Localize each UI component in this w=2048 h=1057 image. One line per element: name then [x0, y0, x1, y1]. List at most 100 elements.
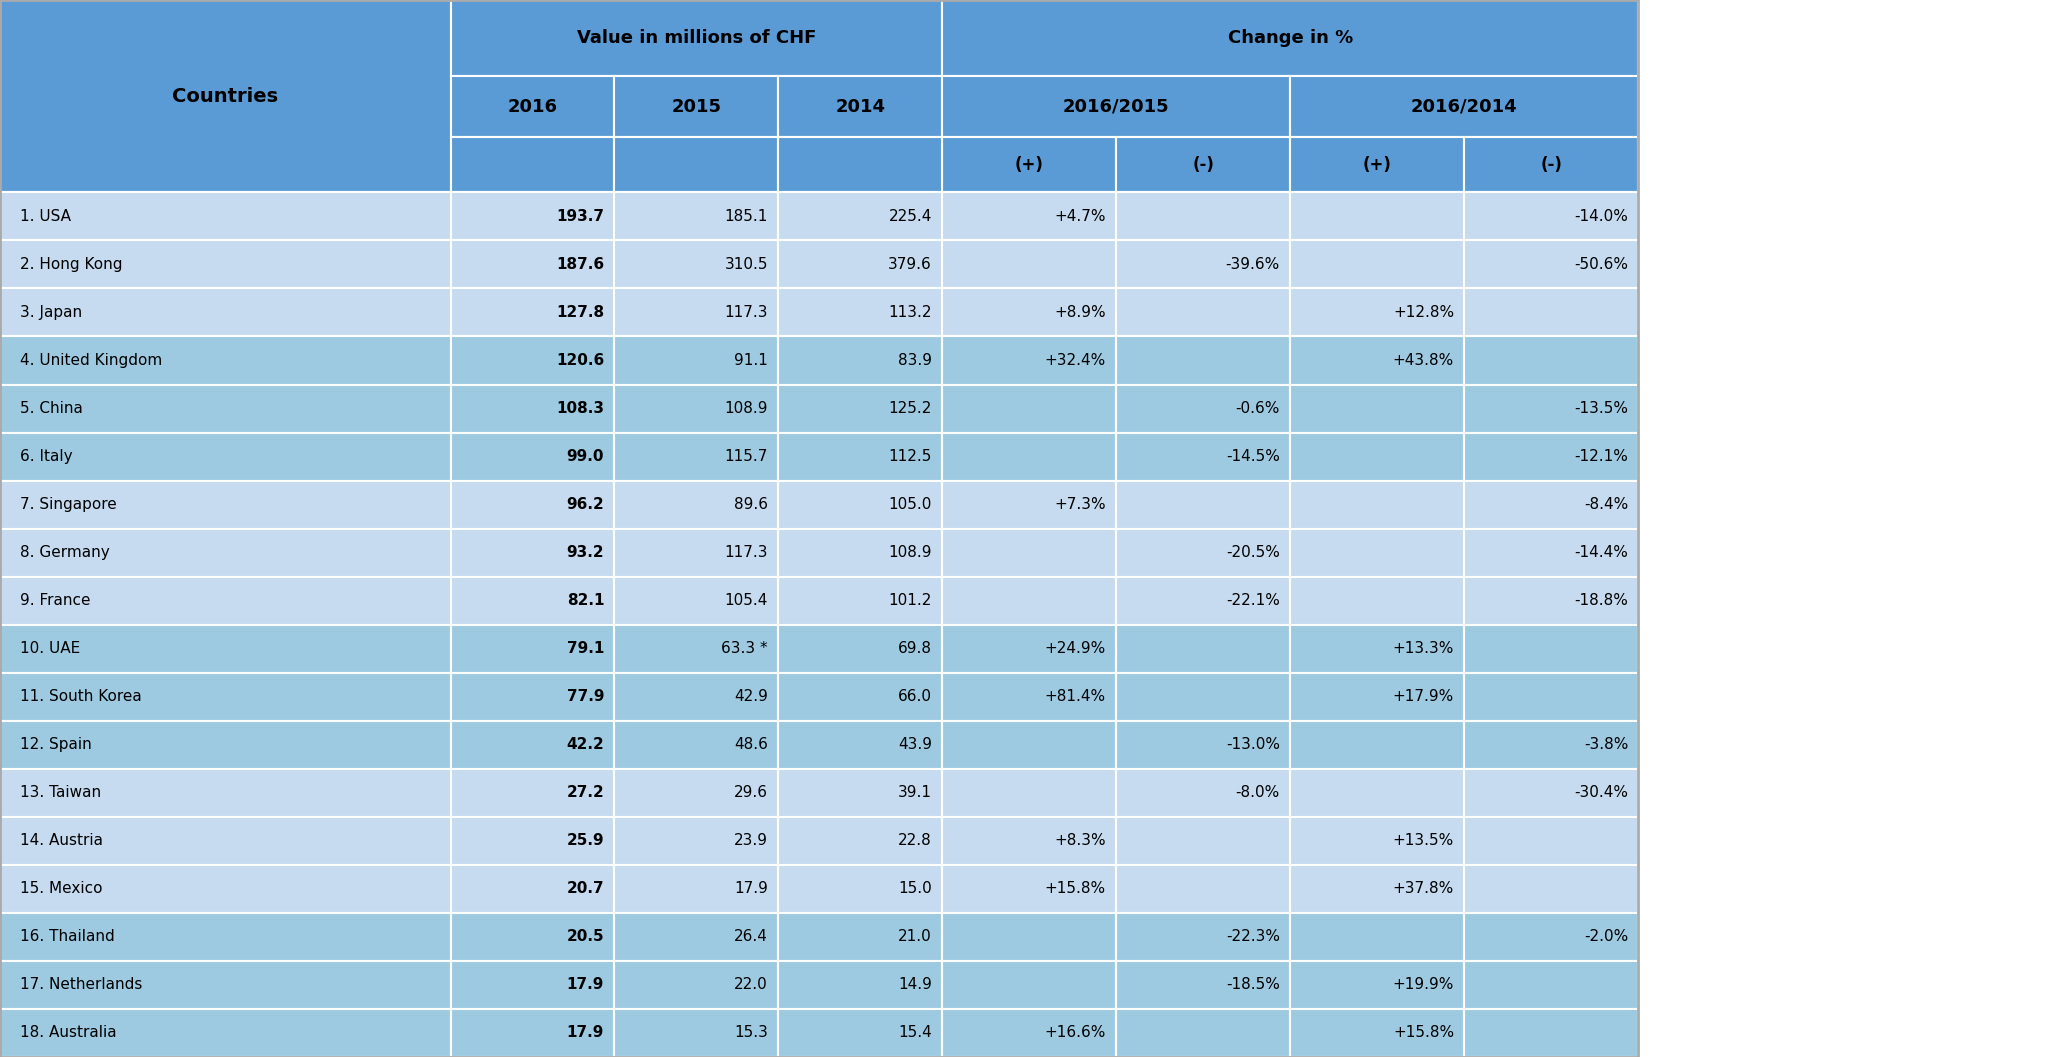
FancyBboxPatch shape: [1116, 817, 1290, 865]
Text: 22.0: 22.0: [735, 978, 768, 993]
FancyBboxPatch shape: [614, 432, 778, 481]
FancyBboxPatch shape: [1290, 192, 1464, 240]
Text: -14.5%: -14.5%: [1227, 449, 1280, 464]
FancyBboxPatch shape: [942, 76, 1290, 137]
FancyBboxPatch shape: [1116, 672, 1290, 721]
FancyBboxPatch shape: [1464, 1009, 1638, 1057]
FancyBboxPatch shape: [778, 76, 942, 137]
Text: -2.0%: -2.0%: [1583, 929, 1628, 944]
FancyBboxPatch shape: [1116, 289, 1290, 336]
FancyBboxPatch shape: [451, 961, 614, 1009]
Text: 10. UAE: 10. UAE: [20, 642, 80, 656]
FancyBboxPatch shape: [1116, 768, 1290, 817]
Text: +12.8%: +12.8%: [1393, 305, 1454, 320]
Text: 77.9: 77.9: [567, 689, 604, 704]
Text: 108.9: 108.9: [725, 401, 768, 416]
FancyBboxPatch shape: [451, 721, 614, 768]
Text: +19.9%: +19.9%: [1393, 978, 1454, 993]
Text: 1. USA: 1. USA: [20, 209, 72, 224]
FancyBboxPatch shape: [942, 240, 1116, 289]
Text: 20.7: 20.7: [567, 882, 604, 896]
Text: 117.3: 117.3: [725, 305, 768, 320]
FancyBboxPatch shape: [614, 721, 778, 768]
FancyBboxPatch shape: [778, 768, 942, 817]
Text: 42.2: 42.2: [567, 738, 604, 753]
Text: 8. Germany: 8. Germany: [20, 545, 111, 560]
FancyBboxPatch shape: [451, 913, 614, 961]
FancyBboxPatch shape: [778, 336, 942, 385]
FancyBboxPatch shape: [778, 625, 942, 672]
Text: 5. China: 5. China: [20, 401, 84, 416]
Text: 120.6: 120.6: [555, 353, 604, 368]
FancyBboxPatch shape: [0, 577, 451, 625]
Text: 193.7: 193.7: [557, 209, 604, 224]
Text: +32.4%: +32.4%: [1044, 353, 1106, 368]
FancyBboxPatch shape: [614, 625, 778, 672]
Text: (+): (+): [1362, 155, 1393, 174]
Text: +4.7%: +4.7%: [1055, 209, 1106, 224]
Text: 91.1: 91.1: [733, 353, 768, 368]
FancyBboxPatch shape: [1116, 240, 1290, 289]
FancyBboxPatch shape: [778, 385, 942, 432]
Text: 4. United Kingdom: 4. United Kingdom: [20, 353, 162, 368]
Text: 25.9: 25.9: [567, 833, 604, 849]
Text: 26.4: 26.4: [733, 929, 768, 944]
Text: 27.2: 27.2: [567, 785, 604, 800]
FancyBboxPatch shape: [942, 289, 1116, 336]
FancyBboxPatch shape: [1116, 336, 1290, 385]
Text: -13.5%: -13.5%: [1575, 401, 1628, 416]
Text: 20.5: 20.5: [567, 929, 604, 944]
FancyBboxPatch shape: [0, 961, 451, 1009]
FancyBboxPatch shape: [614, 672, 778, 721]
Text: -8.4%: -8.4%: [1583, 497, 1628, 512]
Text: +16.6%: +16.6%: [1044, 1025, 1106, 1040]
FancyBboxPatch shape: [1116, 137, 1290, 192]
Text: 22.8: 22.8: [899, 833, 932, 849]
FancyBboxPatch shape: [451, 817, 614, 865]
Text: 48.6: 48.6: [733, 738, 768, 753]
FancyBboxPatch shape: [1464, 577, 1638, 625]
FancyBboxPatch shape: [1290, 137, 1464, 192]
FancyBboxPatch shape: [778, 192, 942, 240]
FancyBboxPatch shape: [451, 240, 614, 289]
Text: 21.0: 21.0: [899, 929, 932, 944]
Text: +81.4%: +81.4%: [1044, 689, 1106, 704]
Text: +13.3%: +13.3%: [1393, 642, 1454, 656]
FancyBboxPatch shape: [778, 137, 942, 192]
FancyBboxPatch shape: [1290, 961, 1464, 1009]
Text: 7. Singapore: 7. Singapore: [20, 497, 117, 512]
Text: 310.5: 310.5: [725, 257, 768, 272]
Text: 15. Mexico: 15. Mexico: [20, 882, 102, 896]
FancyBboxPatch shape: [0, 768, 451, 817]
Text: 66.0: 66.0: [897, 689, 932, 704]
Text: 16. Thailand: 16. Thailand: [20, 929, 115, 944]
Text: +8.3%: +8.3%: [1055, 833, 1106, 849]
Text: +17.9%: +17.9%: [1393, 689, 1454, 704]
FancyBboxPatch shape: [614, 817, 778, 865]
FancyBboxPatch shape: [614, 289, 778, 336]
Text: Value in millions of CHF: Value in millions of CHF: [578, 29, 815, 48]
FancyBboxPatch shape: [451, 0, 942, 76]
FancyBboxPatch shape: [942, 385, 1116, 432]
FancyBboxPatch shape: [451, 768, 614, 817]
FancyBboxPatch shape: [778, 577, 942, 625]
FancyBboxPatch shape: [1116, 481, 1290, 528]
FancyBboxPatch shape: [0, 336, 451, 385]
Text: +15.8%: +15.8%: [1044, 882, 1106, 896]
Text: -50.6%: -50.6%: [1575, 257, 1628, 272]
Text: 17.9: 17.9: [733, 882, 768, 896]
Text: 96.2: 96.2: [567, 497, 604, 512]
Text: 115.7: 115.7: [725, 449, 768, 464]
Text: 15.3: 15.3: [733, 1025, 768, 1040]
Text: 6. Italy: 6. Italy: [20, 449, 74, 464]
FancyBboxPatch shape: [1464, 768, 1638, 817]
Text: 17. Netherlands: 17. Netherlands: [20, 978, 143, 993]
Text: 11. South Korea: 11. South Korea: [20, 689, 141, 704]
FancyBboxPatch shape: [1464, 240, 1638, 289]
Text: -22.3%: -22.3%: [1227, 929, 1280, 944]
Text: 127.8: 127.8: [557, 305, 604, 320]
FancyBboxPatch shape: [942, 137, 1116, 192]
FancyBboxPatch shape: [1116, 913, 1290, 961]
FancyBboxPatch shape: [1464, 289, 1638, 336]
FancyBboxPatch shape: [942, 865, 1116, 913]
